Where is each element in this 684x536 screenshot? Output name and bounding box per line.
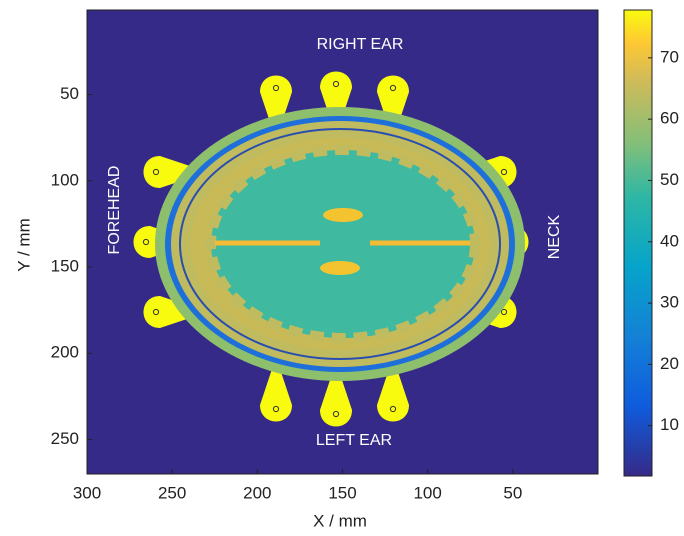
y-tick-label: 100 [51,170,79,189]
x-tick-label: 50 [503,483,522,502]
x-tick-label: 200 [243,483,271,502]
annotation: NECK [546,214,563,259]
colorbar-tick-label: 20 [660,354,679,373]
x-tick-label: 150 [328,483,356,502]
colorbar-tick-label: 40 [660,231,679,250]
colorbar [623,9,653,477]
annotation: LEFT EAR [316,432,392,449]
y-tick-label: 250 [51,429,79,448]
y-tick-label: 150 [51,256,79,275]
x-tick-label: 250 [158,483,186,502]
colorbar-tick-label: 50 [660,170,679,189]
colorbar-tick-label: 30 [660,293,679,312]
colorbar-tick-label: 10 [660,415,679,434]
colorbar-tick-label: 60 [660,109,679,128]
annotation: FOREHEAD [106,166,123,255]
y-axis-label: Y / mm [14,218,33,272]
x-axis-label: X / mm [313,511,367,530]
image [87,10,598,474]
x-tick-label: 100 [413,483,441,502]
x-tick-label: 300 [73,483,101,502]
colorbar-tick-label: 70 [660,47,679,66]
y-tick-label: 200 [51,343,79,362]
annotation: RIGHT EAR [317,36,404,53]
y-tick-label: 50 [60,84,79,103]
